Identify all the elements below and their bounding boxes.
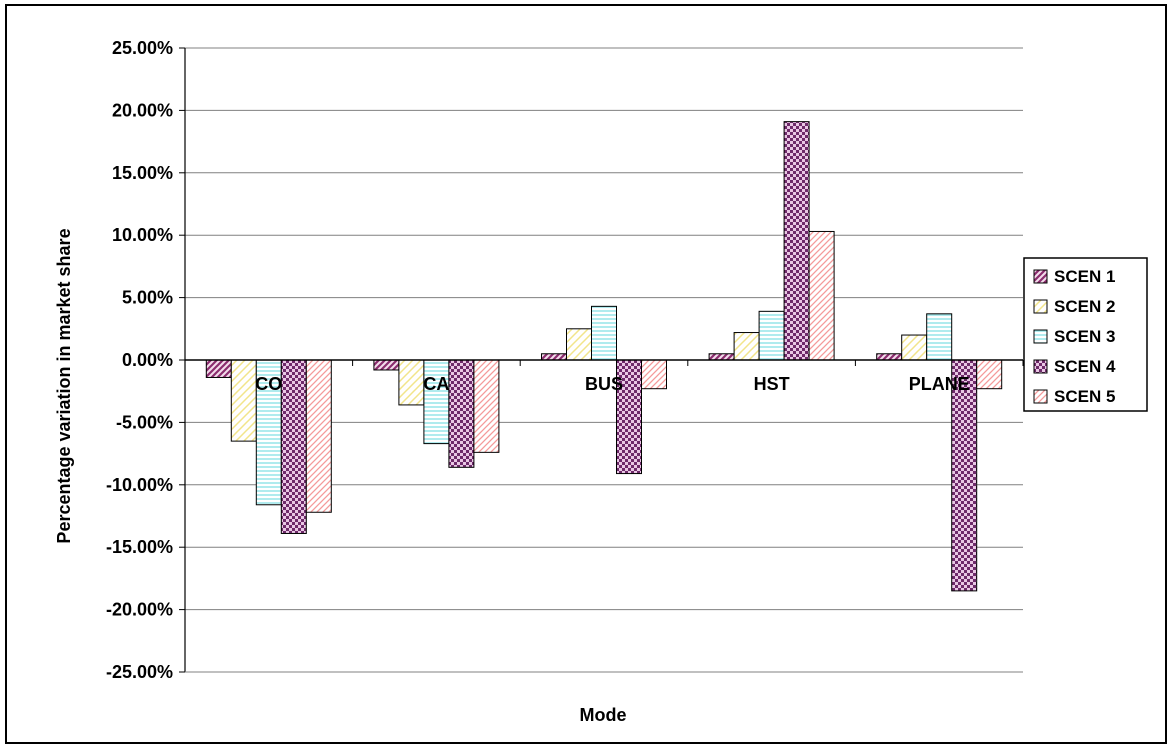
y-tick-label: 15.00% bbox=[112, 163, 173, 183]
y-tick-label: 0.00% bbox=[122, 350, 173, 370]
legend-label: SCEN 5 bbox=[1054, 387, 1115, 406]
legend-swatch bbox=[1033, 329, 1048, 344]
bar-scen-3-ca bbox=[423, 359, 450, 445]
bar-scen-4-co bbox=[280, 359, 307, 534]
y-tick-label: 5.00% bbox=[122, 288, 173, 308]
category-label: CA bbox=[423, 374, 449, 394]
bar-scen-4-plane bbox=[951, 359, 978, 592]
bar-scen-5-plane bbox=[976, 359, 1003, 390]
category-label: BUS bbox=[585, 374, 623, 394]
category-label: PLANE bbox=[909, 374, 970, 394]
y-tick-label: 10.00% bbox=[112, 225, 173, 245]
bar-scen-2-bus bbox=[566, 328, 592, 361]
y-tick-label: -20.00% bbox=[106, 600, 173, 620]
bar-scen-1-ca bbox=[373, 359, 400, 371]
bar-scen-1-co bbox=[205, 359, 232, 378]
bar-scen-5-hst bbox=[808, 230, 835, 361]
legend-label: SCEN 3 bbox=[1054, 327, 1115, 346]
legend-swatch bbox=[1033, 389, 1048, 404]
bar-scen-2-ca bbox=[398, 359, 425, 406]
category-label: CO bbox=[255, 374, 282, 394]
bar-scen-5-bus bbox=[641, 359, 667, 390]
legend-swatch bbox=[1033, 359, 1048, 374]
y-tick-label: -25.00% bbox=[106, 662, 173, 682]
bar-scen-3-plane bbox=[926, 313, 953, 361]
bar-scen-2-hst bbox=[733, 332, 760, 361]
category-labels: CO CA BUS HST PLANE bbox=[255, 374, 969, 394]
bar-scen-3-hst bbox=[758, 310, 785, 361]
bar-scen-3-bus bbox=[591, 305, 617, 361]
bar-scen-5-co bbox=[305, 359, 332, 513]
bar-scen-2-plane bbox=[901, 334, 928, 361]
legend-label: SCEN 4 bbox=[1054, 357, 1116, 376]
bar-scen-2-co bbox=[230, 359, 257, 442]
y-tick-labels: -25.00% -20.00% -15.00% -10.00% -5.00% 0.00% 5… bbox=[106, 38, 173, 682]
legend-swatch bbox=[1033, 269, 1048, 284]
y-tick-label: -5.00% bbox=[116, 412, 173, 432]
bars bbox=[205, 121, 1003, 592]
legend-label: SCEN 2 bbox=[1054, 297, 1115, 316]
legend-swatch bbox=[1033, 299, 1048, 314]
category-label: HST bbox=[754, 374, 790, 394]
bar-scen-1-plane bbox=[876, 353, 903, 361]
bar-scen-1-bus bbox=[541, 353, 567, 361]
bar-scen-5-ca bbox=[473, 359, 500, 453]
y-tick-label: 20.00% bbox=[112, 100, 173, 120]
x-axis-title: Mode bbox=[580, 705, 627, 725]
y-tick-label: 25.00% bbox=[112, 38, 173, 58]
bar-scen-4-hst bbox=[783, 121, 810, 361]
legend-label: SCEN 1 bbox=[1054, 267, 1115, 286]
y-axis-title: Percentage variation in market share bbox=[54, 228, 74, 543]
legend: SCEN 1 SCEN 2 SCEN 3 SCEN 4 SCEN 5 bbox=[1023, 257, 1148, 412]
y-tick-label: -10.00% bbox=[106, 475, 173, 495]
bar-scen-1-hst bbox=[708, 353, 735, 361]
bar-chart: -25.00% -20.00% -15.00% -10.00% -5.00% 0.00% 5… bbox=[54, 38, 1148, 725]
bar-scen-4-ca bbox=[448, 359, 475, 468]
y-tick-label: -15.00% bbox=[106, 537, 173, 557]
axes bbox=[179, 47, 1024, 673]
chart-frame: -25.00% -20.00% -15.00% -10.00% -5.00% 0.00% 5… bbox=[5, 4, 1167, 744]
